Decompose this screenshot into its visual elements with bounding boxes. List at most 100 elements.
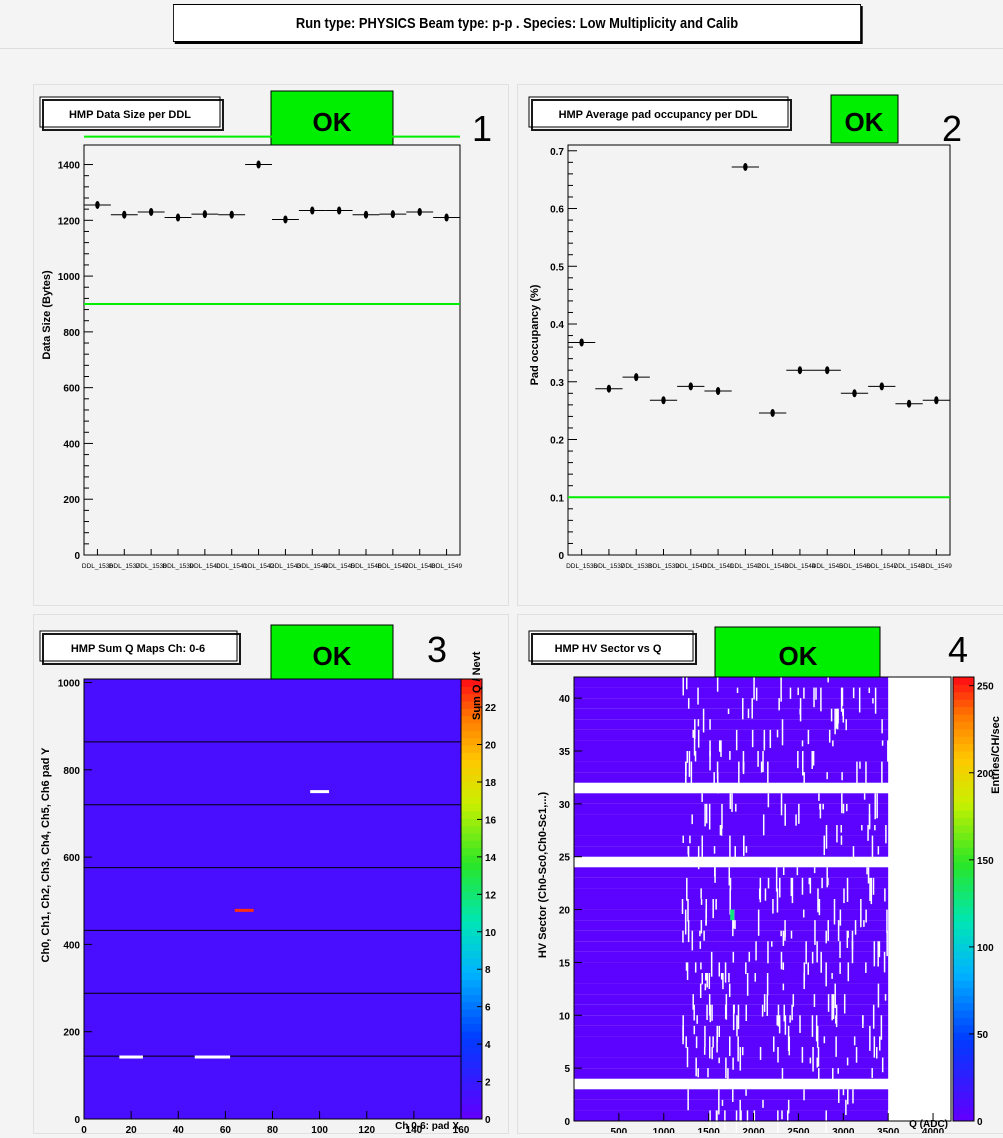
- sparse-bin: [705, 803, 708, 824]
- color-bar-segment: [953, 928, 974, 937]
- sector-band: [574, 1015, 889, 1026]
- color-bar-segment: [461, 884, 482, 893]
- sparse-bin: [767, 941, 769, 964]
- sparse-bin: [741, 1047, 744, 1056]
- sparse-bin: [721, 1099, 724, 1106]
- sparse-bin: [866, 867, 868, 875]
- sparse-bin: [883, 951, 886, 973]
- x-tick-label: 2000: [742, 1127, 765, 1133]
- data-point: [579, 338, 584, 347]
- color-bar-segment: [461, 1104, 482, 1113]
- sparse-bin: [780, 677, 782, 702]
- color-bar-segment: [953, 913, 974, 922]
- sparse-bin: [817, 888, 819, 913]
- panel-3-status-badge: [270, 624, 394, 680]
- color-bar-segment: [461, 1023, 482, 1032]
- run-info-title: Run type: PHYSICS Beam type: p-p . Speci…: [173, 4, 861, 42]
- sparse-bin: [826, 772, 828, 780]
- sparse-bin: [815, 1015, 818, 1042]
- sparse-bin: [852, 1089, 854, 1104]
- color-bar-segment: [953, 1061, 974, 1070]
- y-tick-label: 10: [559, 1011, 571, 1022]
- sparse-bin: [807, 729, 810, 745]
- sparse-bin: [718, 1089, 720, 1115]
- sparse-bin: [842, 803, 845, 814]
- sparse-bin: [876, 793, 878, 819]
- sparse-bin: [832, 1068, 834, 1084]
- sparse-bin: [751, 698, 753, 719]
- sparse-bin: [729, 888, 731, 915]
- sparse-bin: [739, 1047, 742, 1071]
- y-tick-label: 1200: [58, 216, 81, 227]
- sparse-bin: [722, 973, 724, 990]
- sparse-bin: [873, 1036, 876, 1058]
- panel-2-chart: 00.10.20.30.40.50.60.7DDL_1536DDL_1537DD…: [550, 147, 952, 570]
- sparse-bin: [868, 687, 871, 694]
- sparse-bin: [825, 930, 827, 944]
- y-tick-label: 600: [63, 853, 80, 864]
- color-bar-segment: [953, 891, 974, 900]
- color-bar-segment: [953, 728, 974, 737]
- y-tick-label: 15: [559, 958, 571, 969]
- x-tick-label: 500: [611, 1127, 628, 1133]
- z-tick-label: 18: [485, 778, 497, 789]
- color-bar-segment: [953, 884, 974, 893]
- sparse-bin: [835, 1004, 838, 1028]
- sparse-bin: [728, 973, 730, 983]
- color-bar-segment: [953, 788, 974, 796]
- color-bar-segment: [953, 906, 974, 915]
- sparse-bin: [716, 1025, 719, 1043]
- sparse-bin: [838, 1089, 840, 1103]
- color-bar-segment: [461, 1097, 482, 1105]
- sparse-bin: [808, 877, 811, 885]
- sparse-bin: [685, 761, 687, 783]
- panel-4-zlabel: Entries/CH/sec: [990, 716, 1002, 794]
- sparse-bin: [724, 1004, 727, 1019]
- sparse-bin: [881, 719, 883, 734]
- color-bar-segment: [953, 1098, 974, 1107]
- sparse-bin: [851, 941, 854, 964]
- sparse-bin: [847, 1089, 849, 1105]
- sector-band: [574, 751, 889, 762]
- sparse-bin: [803, 973, 805, 990]
- sparse-bin: [831, 994, 833, 1021]
- y-tick-label: 0.6: [550, 205, 564, 216]
- sparse-bin: [801, 740, 804, 747]
- color-bar-segment: [953, 965, 974, 974]
- sparse-bin: [695, 1057, 697, 1077]
- x-tick-label: 0: [81, 1125, 87, 1133]
- y-tick-label: 0: [558, 551, 564, 562]
- x-tick-label: 1000: [653, 1127, 676, 1133]
- sparse-bin: [816, 941, 818, 963]
- color-bar-segment: [461, 701, 482, 709]
- sparse-bin: [706, 973, 708, 988]
- color-bar-segment: [953, 1032, 974, 1041]
- sparse-bin: [846, 1057, 849, 1066]
- sparse-bin: [813, 994, 816, 1008]
- color-bar-segment: [461, 679, 482, 687]
- sector-band: [574, 941, 889, 952]
- panel-1-status: OK: [313, 107, 352, 137]
- sparse-bin: [839, 909, 842, 926]
- sparse-bin: [835, 1015, 837, 1024]
- y-tick-label: 800: [63, 328, 80, 339]
- sparse-bin: [779, 877, 781, 898]
- sparse-bin: [701, 973, 703, 985]
- sparse-bin: [701, 835, 704, 862]
- sparse-bin: [697, 687, 699, 705]
- color-bar-segment: [461, 1031, 482, 1039]
- sparse-bin: [799, 1015, 801, 1033]
- color-bar-segment: [953, 817, 974, 826]
- sparse-bin: [688, 751, 691, 777]
- sparse-bin: [863, 793, 866, 800]
- color-bar-segment: [461, 708, 482, 717]
- sparse-bin: [728, 1036, 731, 1056]
- sparse-bin: [735, 1110, 738, 1134]
- sparse-bin: [766, 973, 769, 996]
- sparse-bin: [692, 729, 694, 738]
- panel-3-svg: HMP Sum Q Maps Ch: 0-6 OK 3 0 20 40 60 80 100…: [39, 624, 497, 1136]
- color-bar-frame: [460, 678, 483, 1120]
- z-tick-label: 20: [485, 741, 497, 752]
- color-bar-segment: [461, 818, 482, 827]
- sparse-bin: [772, 899, 774, 914]
